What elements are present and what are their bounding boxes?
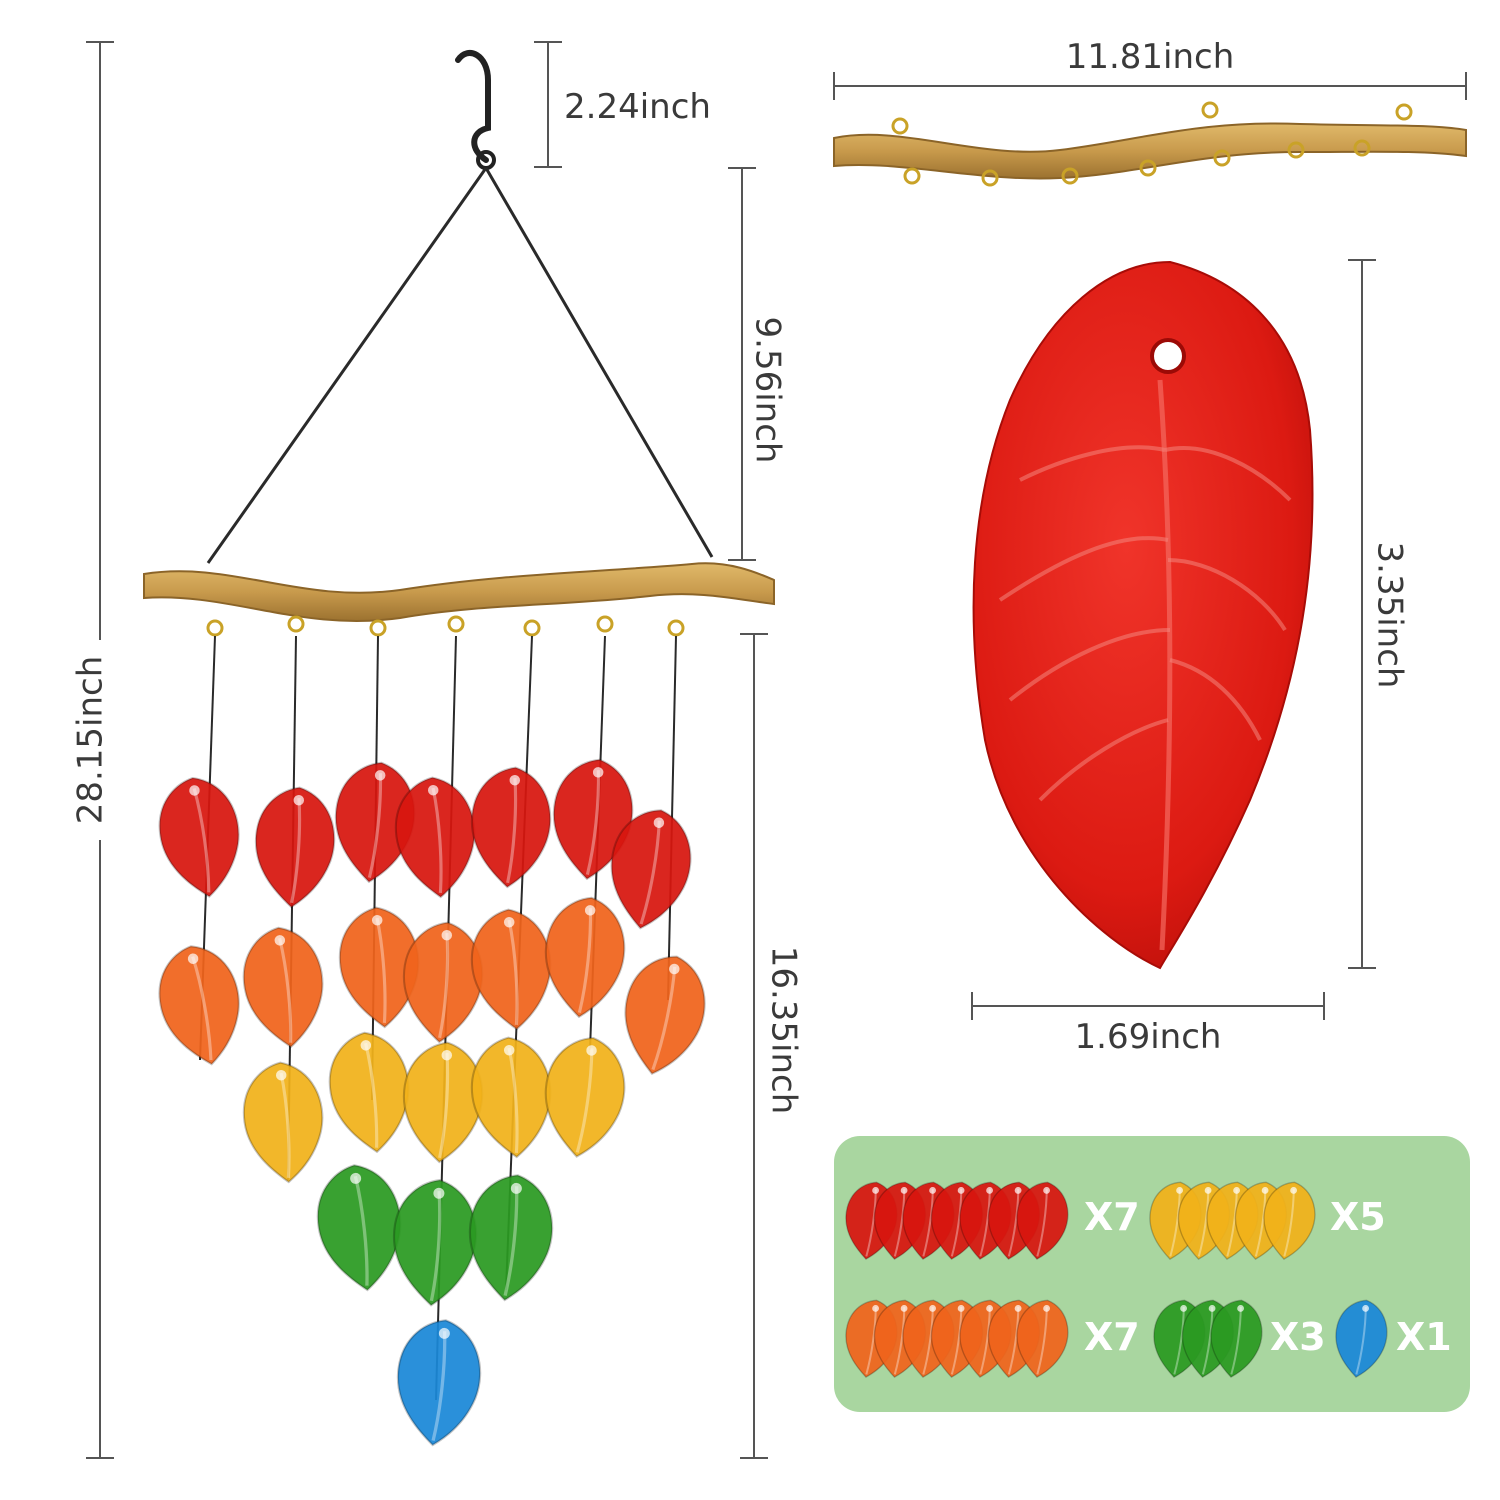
wooden-branch: [143, 562, 775, 622]
chime-leaf: [323, 1027, 417, 1158]
chime-leaf: [467, 905, 556, 1033]
dimension-hook-height: 2.24inch: [534, 41, 711, 168]
legend-leaf-yellow: [1143, 1178, 1206, 1264]
legend-leaf-orange: [953, 1296, 1016, 1382]
legend-leaf-red: [1010, 1178, 1073, 1264]
legend-leaf-green: [1147, 1296, 1210, 1382]
hanger-height-label: 9.56inch: [748, 317, 788, 464]
eye-hook: [1061, 167, 1079, 185]
hook-icon: [455, 49, 491, 163]
legend-leaf-yellow: [1172, 1178, 1235, 1264]
chime-leaf: [391, 773, 480, 901]
chime-leaf: [535, 1031, 633, 1163]
branch-length-label: 11.81inch: [1066, 37, 1235, 77]
count-orange: X7: [1084, 1315, 1140, 1359]
chime-leaf: [250, 783, 339, 911]
legend-leaf-orange: [925, 1296, 988, 1382]
legend-leaf-yellow: [1257, 1178, 1320, 1264]
legend-leaf-red: [896, 1178, 959, 1264]
legend-leaf-orange: [896, 1296, 959, 1382]
eye-hook: [981, 169, 999, 187]
hanging-leaves: [150, 754, 716, 1451]
chime-leaf: [461, 1169, 559, 1306]
dimension-hanger-height: 9.56inch: [728, 167, 788, 561]
leaves-length-label: 16.35inch: [764, 946, 804, 1115]
legend-leaf-blue: [1329, 1296, 1392, 1382]
eye-hook: [447, 615, 465, 633]
legend-leaf-red: [925, 1178, 988, 1264]
count-red: X7: [1084, 1195, 1140, 1239]
chime-leaf: [546, 754, 639, 884]
chime-leaf: [467, 1033, 556, 1161]
big-red-leaf: [972, 260, 1314, 970]
branch-eye-hooks: [891, 101, 1413, 187]
branch-detail: 11.81inch: [833, 37, 1467, 187]
chime-leaf: [466, 763, 555, 891]
eye-hook: [1353, 139, 1371, 157]
legend-leaf-yellow: [1229, 1178, 1292, 1264]
eye-hook: [667, 619, 685, 637]
chime-leaf: [335, 903, 424, 1031]
chime-leaf: [311, 1160, 409, 1296]
eye-hook: [891, 117, 909, 135]
eye-hook: [903, 167, 921, 185]
chime-leaf: [388, 1176, 481, 1310]
legend-leaf-orange: [982, 1296, 1045, 1382]
eye-hook: [1139, 159, 1157, 177]
chime-leaf: [239, 1058, 328, 1186]
leaf-side-veins: [998, 445, 1292, 802]
legend-leaf-green: [1176, 1296, 1239, 1382]
eye-hook: [206, 619, 224, 637]
eye-hook: [287, 615, 305, 633]
legend-leaf-red: [868, 1178, 931, 1264]
branch-detail-wood: [833, 122, 1467, 180]
hook-height-label: 2.24inch: [564, 87, 711, 127]
eye-hook: [523, 619, 541, 637]
chime-leaf: [599, 802, 700, 936]
count-yellow: X5: [1330, 1195, 1386, 1239]
chime-leaf: [538, 892, 631, 1022]
chime-leaf: [398, 1038, 487, 1166]
leaf-count-legend: X7 X5 X7 X3 X1: [834, 1136, 1470, 1412]
legend-leaf-orange: [839, 1296, 902, 1382]
eye-hook: [1287, 141, 1305, 159]
eye-hook: [1201, 101, 1219, 119]
chime-leaf: [389, 1314, 487, 1451]
chime-leaf: [611, 947, 716, 1083]
eye-hook: [369, 619, 387, 637]
leaf-vein: [1157, 379, 1173, 951]
chime-leaf: [151, 771, 249, 904]
legend-leaf-red: [953, 1178, 1016, 1264]
chime-leaf: [150, 938, 251, 1073]
chime-leaf: [398, 918, 487, 1046]
single-leaf-detail: 3.35inch 1.69inch: [971, 259, 1410, 1057]
chime-leaf: [237, 922, 331, 1053]
chime-leaf: [328, 757, 421, 887]
legend-leaf-orange: [1010, 1296, 1073, 1382]
legend-leaf-yellow: [1200, 1178, 1263, 1264]
leaf-width-label: 1.69inch: [1075, 1017, 1222, 1057]
eye-hook: [1395, 103, 1413, 121]
legend-leaf-green: [1204, 1296, 1267, 1382]
count-green: X3: [1270, 1315, 1326, 1359]
legend-leaf-red: [839, 1178, 902, 1264]
wind-chime-assembly: [143, 49, 775, 1451]
leaf-hole: [1150, 338, 1186, 374]
eye-hook: [596, 615, 614, 633]
dimension-leaves-length: 16.35inch: [740, 633, 806, 1459]
legend-leaf-orange: [868, 1296, 931, 1382]
hanger-wire-right: [484, 167, 714, 558]
legend-leaf-red: [982, 1178, 1045, 1264]
dimension-total-height: 28.15inch: [71, 41, 120, 1459]
eye-hook: [1213, 149, 1231, 167]
count-blue: X1: [1396, 1315, 1452, 1359]
leaf-height-label: 3.35inch: [1370, 542, 1410, 689]
hanger-wire-left: [206, 167, 488, 564]
total-height-label: 28.15inch: [71, 656, 111, 825]
